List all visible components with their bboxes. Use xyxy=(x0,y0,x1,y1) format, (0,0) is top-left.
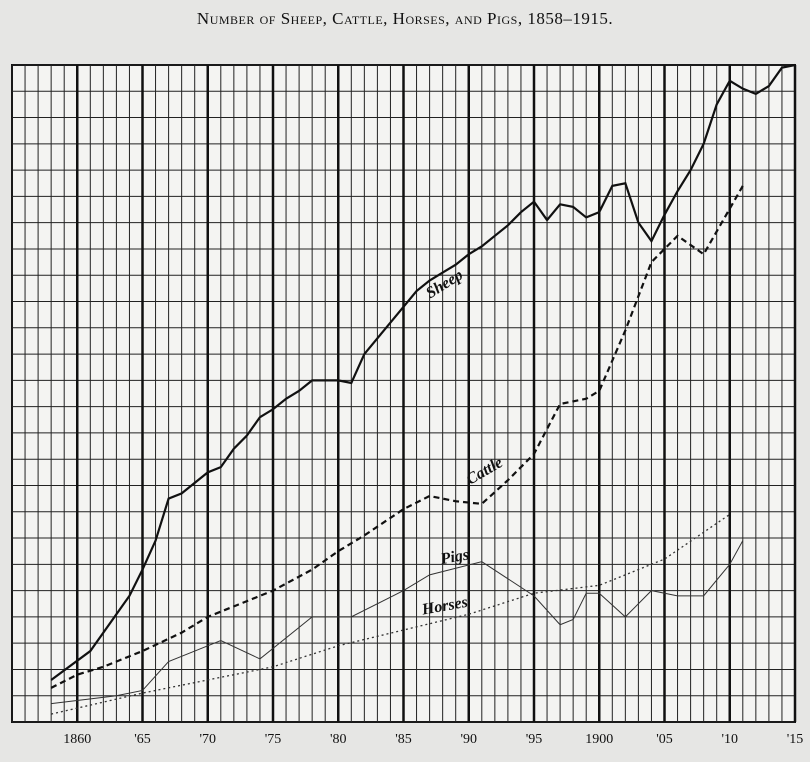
x-tick-label: '65 xyxy=(134,732,151,747)
x-tick-label: '10 xyxy=(721,732,738,747)
series-line xyxy=(50,185,744,689)
x-tick-label: '70 xyxy=(199,732,216,747)
x-tick-label: '90 xyxy=(460,732,477,747)
x-tick-label: '15 xyxy=(787,732,804,747)
x-tick-label: 1900 xyxy=(585,732,613,747)
series-line xyxy=(51,540,744,705)
x-tick-label: '95 xyxy=(526,732,543,747)
x-tick-label: '05 xyxy=(656,732,673,747)
series-line xyxy=(50,63,796,681)
x-tick-label: '85 xyxy=(395,732,412,747)
x-tick-label: '75 xyxy=(265,732,282,747)
x-tick-label: '80 xyxy=(330,732,347,747)
x-tick-label: 1860 xyxy=(63,732,91,747)
chart-title: Number of Sheep, Cattle, Horses, and Pig… xyxy=(197,9,613,28)
series-label: Pigs xyxy=(438,546,470,568)
